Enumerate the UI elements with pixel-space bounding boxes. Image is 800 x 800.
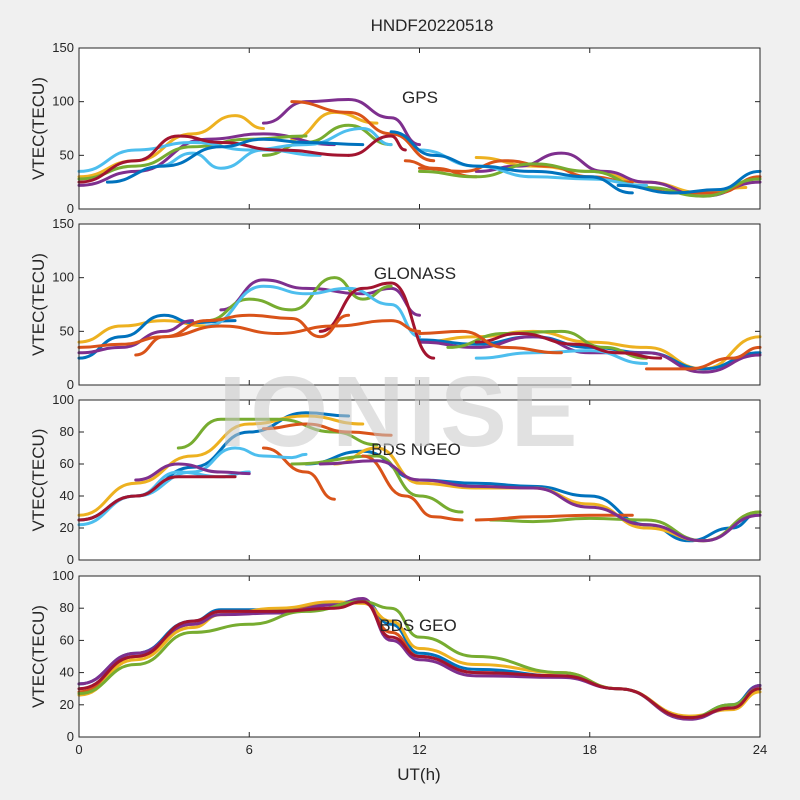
panel-title-bds-geo: BDS GEO (379, 616, 456, 635)
y-tick-label-bds-ngeo-0: 0 (67, 552, 74, 567)
plot-area-glonass (79, 224, 760, 385)
y-tick-label-bds-geo-100: 100 (52, 568, 74, 583)
y-tick-label-glonass-150: 150 (52, 216, 74, 231)
y-tick-label-glonass-0: 0 (67, 377, 74, 392)
x-tick-label-12: 12 (412, 742, 426, 757)
y-tick-label-bds-ngeo-60: 60 (60, 456, 74, 471)
series-line-gps-18 (105, 137, 365, 184)
series-line-bds-ngeo-14 (77, 475, 237, 522)
x-axis-label: UT(h) (397, 765, 440, 784)
series-line-gps-17 (347, 134, 407, 157)
series-line-glonass-7 (205, 276, 393, 323)
series-line-bds-geo-5 (77, 600, 762, 720)
y-tick-label-bds-ngeo-80: 80 (60, 424, 74, 439)
panel-gps: 0 50 100 150 VTEC(TECU) GPS (29, 40, 762, 216)
y-axis-label-bds-ngeo: VTEC(TECU) (29, 429, 48, 532)
figure-title: HNDF20220518 (371, 16, 494, 35)
series-line-gps-3 (261, 98, 421, 147)
y-tick-label-bds-geo-80: 80 (60, 600, 74, 615)
series-line-gps-13 (77, 127, 393, 173)
x-tick-label-0: 0 (75, 742, 82, 757)
series-line-glonass-15 (134, 313, 351, 357)
x-tick-label-24: 24 (753, 742, 767, 757)
series-line-gps-6 (290, 100, 436, 163)
subplot-panels: 0 50 100 150 VTEC(TECU) GPS 0 50 100 150 VTEC(TECU… (29, 40, 767, 757)
series-line-gps-19 (389, 130, 634, 195)
series-line-gps-12 (418, 162, 762, 198)
panel-title-bds-ngeo: BDS NGEO (371, 440, 461, 459)
series-line-bds-ngeo-13 (134, 470, 251, 498)
y-tick-label-gps-150: 150 (52, 40, 74, 55)
series-line-glonass-12 (474, 331, 663, 360)
panel-bds-geo: 0 20 40 60 80 100 0 6 12 18 24 VTEC(TECU) BDS GEO (29, 568, 767, 757)
panel-glonass: 0 50 100 150 VTEC(TECU) GLONASS (29, 216, 762, 392)
series-line-gps-20 (616, 169, 762, 195)
panel-title-glonass: GLONASS (374, 264, 456, 283)
series-line-glonass-13 (77, 319, 421, 349)
series-line-bds-ngeo-8 (261, 446, 336, 501)
series-line-glonass-5 (418, 335, 762, 374)
y-tick-label-glonass-100: 100 (52, 270, 74, 285)
series-line-bds-ngeo-5 (290, 454, 464, 514)
x-tick-label-18: 18 (583, 742, 597, 757)
panel-title-gps: GPS (402, 88, 438, 107)
series-line-bds-ngeo-15 (134, 462, 251, 482)
series-line-bds-ngeo-11 (318, 459, 762, 543)
y-tick-label-bds-geo-40: 40 (60, 665, 74, 680)
series-line-glonass-11 (318, 281, 436, 360)
y-tick-label-gps-0: 0 (67, 201, 74, 216)
series-line-glonass-16 (645, 345, 762, 371)
y-axis-label-bds-geo: VTEC(TECU) (29, 605, 48, 708)
series-line-bds-ngeo-2 (77, 414, 365, 517)
y-tick-label-bds-ngeo-40: 40 (60, 488, 74, 503)
series-line-bds-ngeo-7 (261, 422, 393, 437)
plot-area-gps (79, 48, 760, 209)
y-tick-label-gps-50: 50 (60, 147, 74, 162)
series-line-bds-ngeo-4 (176, 417, 379, 450)
y-tick-label-bds-geo-60: 60 (60, 632, 74, 647)
x-tick-label-6: 6 (246, 742, 253, 757)
series-line-glonass-9 (205, 284, 421, 339)
series-line-bds-ngeo-9 (361, 454, 464, 522)
series-line-gps-16 (77, 134, 351, 184)
y-tick-label-bds-ngeo-100: 100 (52, 392, 74, 407)
series-line-glonass-2 (77, 313, 237, 360)
series-line-glonass-14 (418, 329, 563, 355)
y-axis-label-glonass: VTEC(TECU) (29, 253, 48, 356)
y-tick-label-bds-geo-0: 0 (67, 729, 74, 744)
y-tick-label-glonass-50: 50 (60, 323, 74, 338)
y-tick-label-gps-100: 100 (52, 94, 74, 109)
y-axis-label-gps: VTEC(TECU) (29, 77, 48, 180)
panel-bds-ngeo: 0 20 40 60 80 100 VTEC(TECU) BDS NGEO (29, 392, 762, 567)
y-tick-label-bds-ngeo-20: 20 (60, 520, 74, 535)
series-line-bds-ngeo-10 (474, 513, 634, 522)
series-line-glonass-10 (474, 349, 648, 366)
y-tick-label-bds-geo-20: 20 (60, 697, 74, 712)
